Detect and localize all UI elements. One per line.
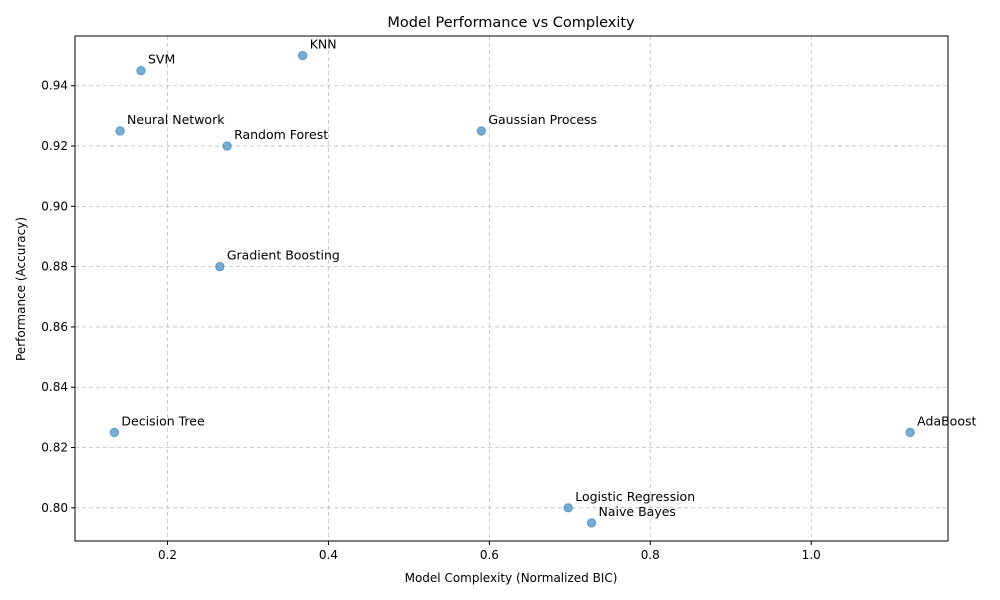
- point-label: Gradient Boosting: [227, 248, 340, 263]
- chart-title: Model Performance vs Complexity: [387, 15, 635, 31]
- y-tick-label: 0.90: [41, 199, 68, 213]
- point-label: Neural Network: [127, 112, 225, 127]
- ticks-layer: 0.2 0.4 0.6 0.8 1.0 0.80 0.82 0.84 0.86 0.88 0.90 0…: [41, 79, 820, 562]
- data-point: [476, 126, 487, 136]
- y-tick-label: 0.92: [41, 139, 68, 153]
- y-tick-label: 0.94: [41, 79, 68, 93]
- point-label: Random Forest: [234, 127, 328, 142]
- y-tick-label: 0.86: [41, 320, 68, 334]
- y-tick-label: 0.84: [41, 380, 68, 394]
- grid-layer: [75, 36, 948, 541]
- y-axis-label: Performance (Accuracy): [14, 217, 28, 361]
- data-point: [115, 126, 125, 136]
- point-label: Naive Bayes: [599, 504, 676, 519]
- points-layer: KNN SVM Neural Network Random Forest Gaussia…: [109, 37, 976, 528]
- point-label: Logistic Regression: [575, 489, 695, 504]
- x-tick-label: 0.2: [158, 548, 177, 562]
- data-point: [905, 427, 915, 438]
- point-label: AdaBoost: [917, 413, 976, 428]
- point-label: Decision Tree: [121, 413, 205, 428]
- data-point: [215, 261, 225, 272]
- data-point: [298, 50, 308, 61]
- data-point: [222, 141, 232, 151]
- data-point: [136, 65, 146, 76]
- x-tick-label: 0.6: [480, 548, 499, 562]
- data-point: [563, 503, 573, 513]
- y-tick-label: 0.88: [41, 260, 68, 274]
- x-tick-label: 0.8: [641, 548, 660, 562]
- plot-frame: [74, 35, 949, 542]
- point-label: SVM: [148, 52, 175, 67]
- point-label: KNN: [310, 37, 337, 52]
- y-tick-label: 0.80: [41, 501, 68, 515]
- point-label: Gaussian Process: [488, 112, 597, 127]
- y-tick-label: 0.82: [41, 441, 68, 455]
- x-tick-label: 0.4: [319, 548, 338, 562]
- data-point: [586, 518, 597, 528]
- x-tick-label: 1.0: [802, 548, 821, 562]
- x-axis-label: Model Complexity (Normalized BIC): [405, 571, 618, 585]
- data-point: [109, 427, 120, 438]
